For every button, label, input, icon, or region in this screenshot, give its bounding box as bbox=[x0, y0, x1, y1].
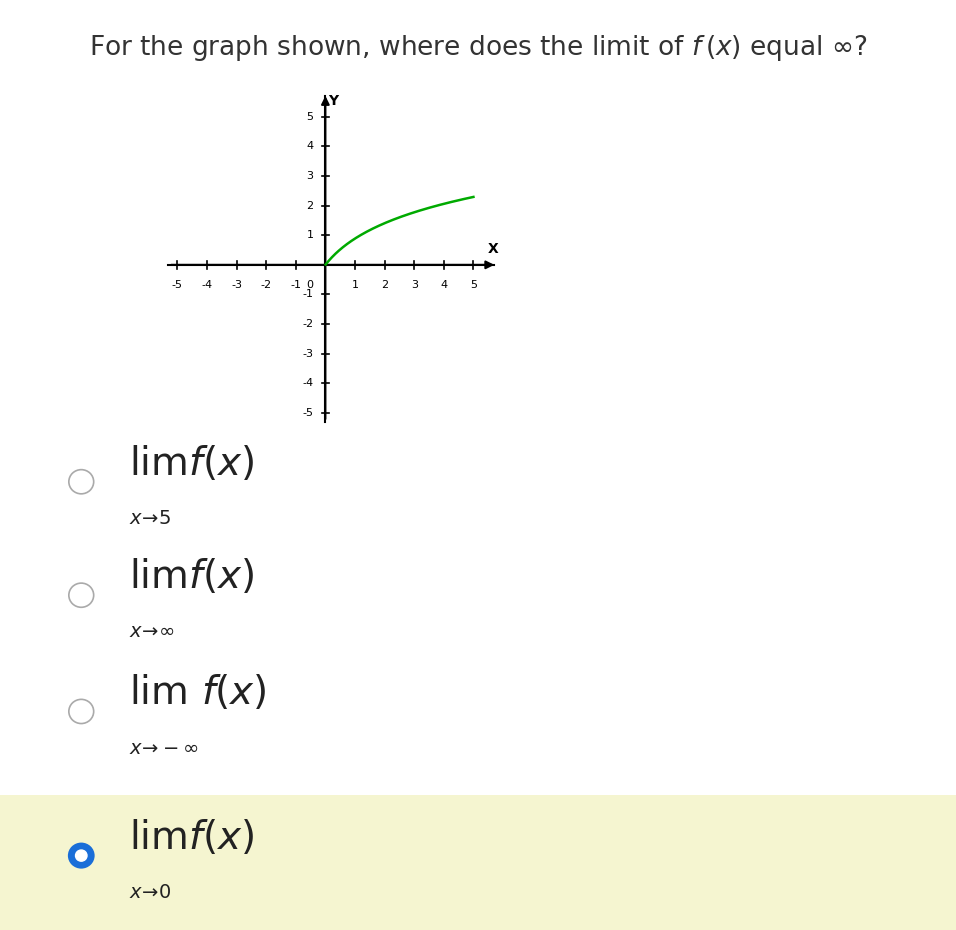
Text: -4: -4 bbox=[302, 379, 314, 389]
Text: 2: 2 bbox=[381, 280, 388, 289]
Text: $x\!\rightarrow\!-\infty$: $x\!\rightarrow\!-\infty$ bbox=[129, 739, 199, 758]
Text: X: X bbox=[488, 242, 498, 256]
Text: 3: 3 bbox=[411, 280, 418, 289]
Text: Y: Y bbox=[329, 94, 338, 108]
Text: 1: 1 bbox=[352, 280, 358, 289]
Text: $\mathrm{lim}f(x)$: $\mathrm{lim}f(x)$ bbox=[129, 557, 254, 596]
Text: $\mathrm{lim}f(x)$: $\mathrm{lim}f(x)$ bbox=[129, 817, 254, 857]
Text: -3: -3 bbox=[302, 349, 314, 359]
Text: -3: -3 bbox=[231, 280, 242, 289]
Text: 0: 0 bbox=[307, 280, 314, 289]
Text: -5: -5 bbox=[172, 280, 183, 289]
Text: 2: 2 bbox=[307, 201, 314, 210]
Text: 1: 1 bbox=[307, 231, 314, 240]
Text: -5: -5 bbox=[302, 408, 314, 418]
Text: -4: -4 bbox=[202, 280, 212, 289]
Text: $x\!\rightarrow\!5$: $x\!\rightarrow\!5$ bbox=[129, 510, 171, 528]
Text: -2: -2 bbox=[302, 319, 314, 329]
Text: $x\!\rightarrow\!\infty$: $x\!\rightarrow\!\infty$ bbox=[129, 623, 175, 642]
Text: 5: 5 bbox=[307, 112, 314, 122]
Text: For the graph shown, where does the limit of $f\,(x)$ equal $\infty$?: For the graph shown, where does the limi… bbox=[89, 33, 867, 62]
Text: 4: 4 bbox=[441, 280, 447, 289]
Text: -2: -2 bbox=[261, 280, 272, 289]
Text: $x\!\rightarrow\!0$: $x\!\rightarrow\!0$ bbox=[129, 884, 172, 902]
Text: -1: -1 bbox=[291, 280, 301, 289]
Text: -1: -1 bbox=[302, 289, 314, 299]
Text: 3: 3 bbox=[307, 171, 314, 181]
Text: $\mathrm{lim}\ f(x)$: $\mathrm{lim}\ f(x)$ bbox=[129, 673, 267, 712]
Text: 5: 5 bbox=[470, 280, 477, 289]
Text: $\mathrm{lim}f(x)$: $\mathrm{lim}f(x)$ bbox=[129, 444, 254, 483]
Text: 4: 4 bbox=[307, 141, 314, 152]
